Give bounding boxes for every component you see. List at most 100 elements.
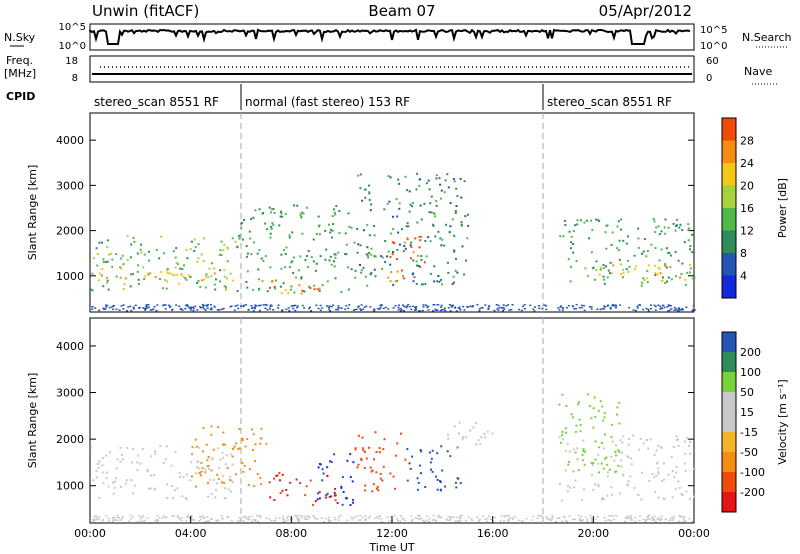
ground-cell [561,309,564,311]
data-cell [410,241,413,244]
data-cell [250,218,253,220]
data-cell [569,280,572,283]
ground-cell [446,519,449,521]
data-cell [219,458,222,461]
data-cell [689,267,692,270]
data-cell [213,267,216,270]
ground-cell [599,308,602,311]
data-cell [611,493,613,496]
colorbar-frame [721,331,737,513]
ground-cell [359,515,362,517]
data-cell [220,240,223,243]
ground-cell [111,521,114,523]
ground-cell [136,521,139,523]
data-cell [111,265,114,268]
data-cell [260,257,263,260]
ground-cell [147,304,150,306]
data-cell [102,482,105,485]
ground-cell [161,517,164,519]
ground-cell [537,514,540,517]
data-cell [235,442,238,445]
data-cell [262,259,265,262]
data-cell [602,419,605,422]
data-cell [150,474,153,477]
data-cell [396,215,399,218]
data-cell [592,462,595,465]
data-cell [285,246,288,249]
data-cell [420,450,423,453]
ground-cell [314,518,317,520]
data-cell [368,191,371,194]
ground-cell [503,308,506,310]
ground-cell [254,306,257,308]
data-cell [213,272,216,275]
ground-cell [415,306,418,308]
data-cell [149,272,152,275]
data-cell [455,187,458,190]
ground-cell [470,518,473,520]
data-cell [611,440,614,443]
data-cell [166,483,168,486]
ground-cell [427,305,430,308]
data-cell [654,272,657,274]
data-cell [637,493,640,496]
ground-cell [269,305,272,308]
data-cell [299,255,302,258]
freq-tick-top: 18 [65,56,78,67]
data-cell [595,269,598,271]
ground-cell [180,519,183,522]
ground-cell [607,304,609,306]
data-cell [374,255,377,258]
ground-cell [666,306,669,308]
data-cell [597,453,600,456]
data-cell [272,208,275,210]
ground-cell [98,516,101,518]
data-cell [259,476,262,479]
data-cell [347,288,350,291]
data-cell [377,489,380,492]
data-cell [597,485,600,488]
data-cell [491,432,494,435]
data-cell [597,219,600,221]
ground-cell [511,518,514,520]
data-cell [678,486,681,489]
data-cell [217,426,220,429]
ground-cell [604,306,606,308]
y-tick-label: 4000 [56,340,84,353]
data-cell [216,482,219,485]
ground-cell [189,306,192,308]
data-cell [269,232,272,235]
data-cell [642,442,645,445]
data-cell [612,264,615,267]
data-cell [398,243,401,246]
ground-cell [523,308,526,310]
ground-cell [423,520,426,523]
ground-cell [611,304,614,307]
data-cell [207,456,210,459]
data-cell [90,288,93,291]
ground-cell [604,520,607,522]
data-cell [428,188,431,191]
ground-cell [410,308,413,311]
data-cell [210,469,213,472]
data-cell [171,273,174,276]
ground-cell [459,515,462,517]
data-cells [90,172,696,312]
data-cell [389,176,392,179]
data-cell [142,266,145,269]
data-cell [247,484,250,487]
data-cell [381,256,384,259]
ground-cell [376,516,378,518]
ground-cell [350,516,353,519]
data-cell [418,464,421,467]
data-cell [281,215,284,218]
ground-cell [355,515,358,517]
data-cell [465,259,467,262]
ground-cell [243,515,246,517]
ground-cell [426,306,429,308]
data-cell [130,243,133,246]
data-cell [447,271,450,274]
ground-cell [143,308,146,310]
ground-cell [321,307,324,309]
data-cell [334,487,337,490]
